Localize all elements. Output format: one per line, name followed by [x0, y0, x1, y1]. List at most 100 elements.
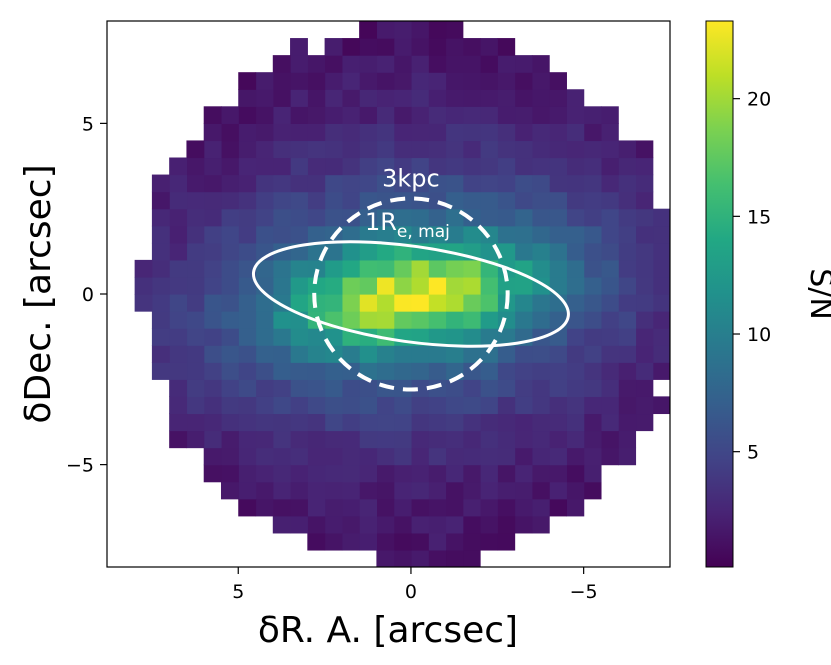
heatmap-cell: [220, 174, 239, 193]
heatmap-cell: [445, 328, 464, 346]
heatmap-cell: [393, 464, 412, 483]
heatmap-cell: [462, 72, 481, 90]
heatmap-cell: [376, 532, 395, 551]
heatmap-cell: [514, 208, 533, 227]
heatmap-cell: [497, 328, 516, 346]
heatmap-cell: [290, 362, 308, 380]
heatmap-cell: [220, 259, 239, 278]
heatmap-cell: [410, 515, 429, 534]
heatmap-cell: [203, 106, 222, 124]
heatmap-cell: [272, 191, 291, 210]
heatmap-cell: [497, 89, 516, 107]
heatmap-cell: [272, 157, 291, 176]
heatmap-cell: [341, 259, 360, 278]
heatmap-cell: [376, 447, 395, 466]
heatmap-cell: [428, 396, 447, 415]
heatmap-cell: [445, 208, 464, 227]
heatmap-cell: [600, 396, 619, 415]
heatmap-cell: [151, 225, 170, 244]
heatmap-cell: [341, 242, 360, 261]
heatmap-cell: [290, 515, 308, 534]
heatmap-cell: [151, 294, 170, 312]
heatmap-cell: [203, 396, 222, 415]
heatmap-cell: [566, 464, 585, 483]
heatmap-cell: [410, 106, 429, 124]
heatmap-cell: [410, 362, 429, 380]
heatmap-cell: [600, 276, 619, 295]
heatmap-cell: [203, 430, 222, 449]
heatmap-cell: [635, 276, 654, 295]
heatmap-cell: [220, 157, 239, 176]
heatmap-cell: [220, 396, 239, 415]
heatmap-cell: [307, 498, 326, 517]
heatmap-cell: [307, 208, 326, 227]
heatmap-cell: [393, 447, 412, 466]
heatmap-cell: [272, 430, 291, 449]
heatmap-cell: [618, 311, 637, 329]
heatmap-cell: [462, 174, 481, 193]
heatmap-cell: [566, 106, 585, 124]
heatmap-cell: [393, 379, 412, 397]
x-axis-ticks: 5 0 −5: [232, 567, 598, 603]
heatmap-cell: [220, 379, 239, 397]
heatmap-cell: [186, 208, 205, 227]
heatmap-cell: [549, 174, 567, 193]
colorbar: 5 10 15 20 S/N: [705, 20, 831, 568]
heatmap-cell: [583, 328, 602, 346]
heatmap-cell: [290, 38, 308, 56]
heatmap-cell: [566, 362, 585, 380]
heatmap-cell: [324, 532, 343, 551]
heatmap-cell: [393, 55, 412, 73]
heatmap-cell: [531, 430, 550, 449]
heatmap-cell: [169, 157, 188, 176]
heatmap-cell: [341, 413, 360, 432]
heatmap-cell: [307, 532, 326, 551]
heatmap-cell: [618, 379, 637, 397]
heatmap-cell: [410, 549, 429, 567]
heatmap-cell: [376, 515, 395, 534]
colorbar-ticks: 5 10 15 20: [733, 89, 771, 464]
heatmap-cell: [480, 294, 498, 312]
heatmap-cell: [652, 396, 670, 415]
heatmap-cell: [238, 413, 257, 432]
heatmap-cell: [566, 276, 585, 295]
heatmap-cell: [514, 157, 533, 176]
heatmap-cell: [549, 379, 567, 397]
heatmap-cell: [307, 362, 326, 380]
heatmap-cell: [272, 413, 291, 432]
heatmap-cell: [324, 140, 343, 159]
heatmap-cell: [652, 294, 670, 312]
heatmap-cell: [531, 345, 550, 363]
heatmap-cell: [428, 515, 447, 534]
heatmap-cell: [618, 191, 637, 210]
heatmap-cell: [428, 532, 447, 551]
heatmap-cell: [600, 311, 619, 329]
heatmap-cell: [324, 430, 343, 449]
heatmap-cell: [393, 362, 412, 380]
heatmap-cell: [618, 157, 637, 176]
heatmap-cell: [583, 106, 602, 124]
heatmap-cell: [376, 242, 395, 261]
heatmap-cell: [341, 532, 360, 551]
heatmap-cell: [514, 191, 533, 210]
heatmap-cell: [272, 362, 291, 380]
heatmap-cell: [324, 345, 343, 363]
heatmap-cell: [238, 191, 257, 210]
heatmap-cell: [134, 294, 153, 312]
heatmap-cell: [376, 498, 395, 517]
heatmap-cell: [600, 379, 619, 397]
heatmap-cell: [341, 140, 360, 159]
heatmap-cell: [428, 72, 447, 90]
heatmap-cell: [480, 157, 498, 176]
heatmap-cell: [618, 447, 637, 466]
heatmap-cell: [290, 72, 308, 90]
heatmap-cell: [238, 140, 257, 159]
heatmap-cell: [531, 498, 550, 517]
heatmap-cell: [203, 447, 222, 466]
heatmap-cell: [290, 379, 308, 397]
heatmap-cell: [445, 174, 464, 193]
colorbar-frame: [705, 20, 734, 568]
heatmap-cell: [462, 106, 481, 124]
heatmap-cell: [480, 413, 498, 432]
heatmap-cell: [428, 498, 447, 517]
